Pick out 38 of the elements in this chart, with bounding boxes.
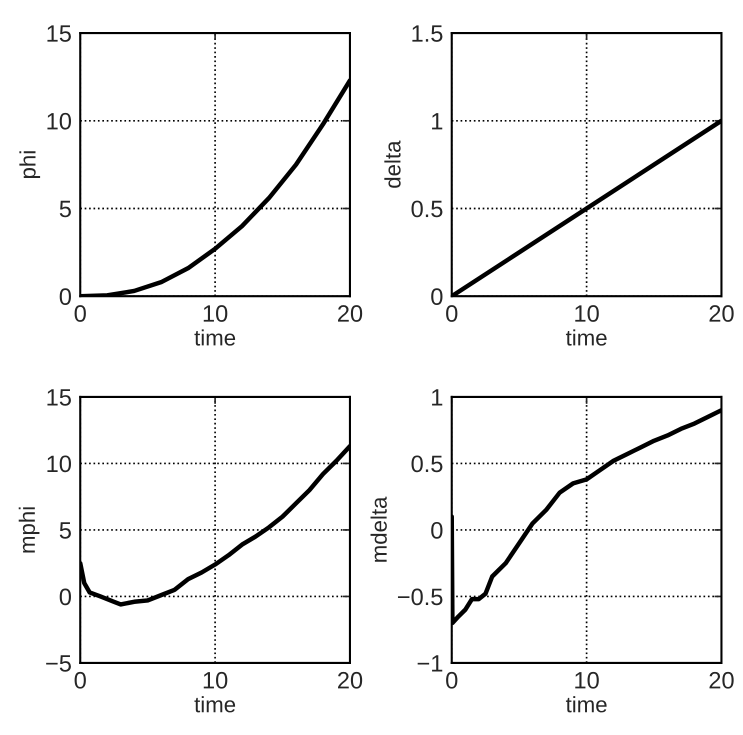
- x-axis-title: time: [194, 696, 236, 712]
- x-tick-label: 20: [710, 305, 734, 322]
- y-tick-label: 10: [47, 112, 71, 130]
- y-tick-label: 0: [60, 288, 71, 305]
- y-tick-label: 0.5: [412, 200, 442, 218]
- y-axis-title: mdelta: [370, 496, 387, 562]
- x-tick-label: 20: [338, 305, 362, 322]
- x-tick-label: 10: [204, 672, 228, 689]
- y-tick-label: 5: [60, 522, 71, 539]
- x-tick-label: 0: [446, 672, 458, 689]
- x-axis-title: time: [566, 329, 607, 346]
- x-tick-label: 10: [575, 305, 599, 322]
- y-tick-label: 0: [60, 588, 71, 606]
- x-tick-label: 0: [446, 305, 458, 322]
- x-tick-label: 20: [338, 672, 362, 689]
- x-tick-label: 10: [204, 305, 228, 322]
- y-tick-label: 15: [47, 389, 71, 406]
- y-tick-label: 5: [60, 200, 71, 218]
- y-axis-title: delta: [384, 140, 401, 188]
- y-tick-label: 0: [431, 522, 442, 539]
- x-axis-title: time: [194, 329, 236, 346]
- y-axis-title: phi: [19, 151, 40, 178]
- y-axis-title: mphi: [18, 507, 40, 553]
- y-tick-label: 1: [432, 389, 442, 406]
- y-tick-label: −0.5: [398, 588, 442, 606]
- x-tick-label: 0: [74, 672, 86, 689]
- y-tick-label: −1: [418, 655, 442, 672]
- y-tick-label: 1.5: [412, 25, 442, 42]
- x-tick-label: 0: [74, 305, 86, 322]
- y-tick-label: 0: [431, 288, 442, 305]
- y-tick-label: 10: [47, 455, 71, 472]
- y-tick-label: 1: [432, 113, 442, 130]
- x-axis-title: time: [566, 696, 607, 712]
- y-tick-label: 0.5: [412, 455, 442, 472]
- y-tick-label: 15: [47, 25, 71, 42]
- y-tick-label: −5: [46, 655, 71, 672]
- x-tick-label: 10: [575, 672, 599, 689]
- x-tick-label: 20: [710, 672, 734, 689]
